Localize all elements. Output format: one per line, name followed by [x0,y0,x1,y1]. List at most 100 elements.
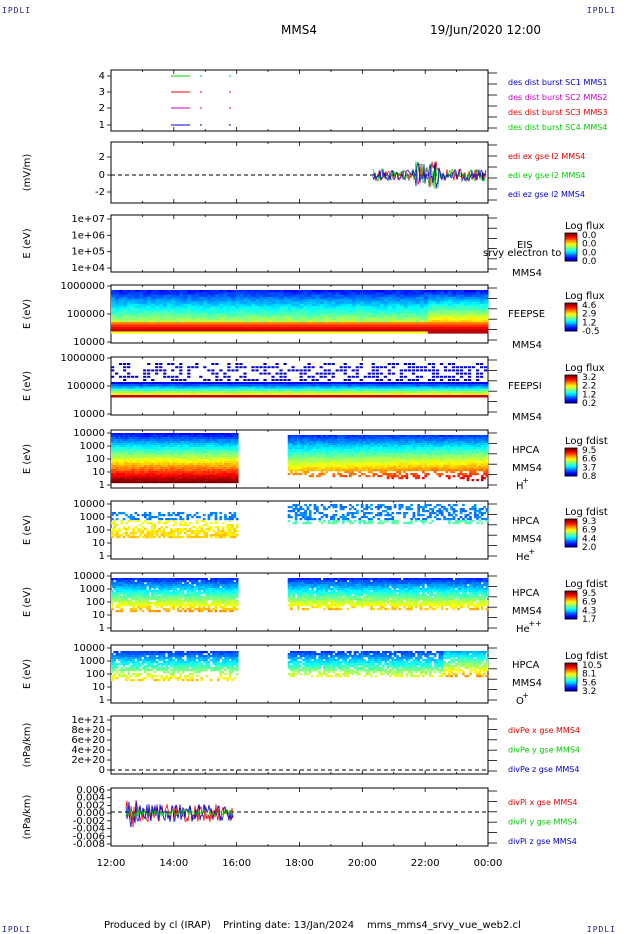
spec-cell [315,306,320,309]
spec-cell [431,294,437,298]
spec-cell [231,443,234,446]
spec-cell [143,329,148,332]
spec-cell [207,322,212,325]
spec-cell [227,390,232,394]
spec-cell [334,463,338,466]
spec-cell [279,294,284,298]
spec-cell [367,393,373,396]
spec-cell [239,382,244,385]
spec-cell [111,459,114,462]
spec-cell [175,313,180,316]
colorbar-seg [565,311,577,314]
spec-cell [162,467,166,470]
spec-cell [200,453,204,456]
spec-cell [287,296,292,300]
spec-cell [181,439,185,442]
spec-cell [320,465,324,468]
spec-cell [346,449,350,452]
spec-cell [120,463,124,466]
spec-cell [139,433,142,436]
spec-cell [195,317,200,321]
spec-cell [255,326,260,330]
spec-cell [217,455,220,458]
spec-cell [359,299,365,302]
spec-cell [419,369,424,372]
spec-cell [247,315,252,318]
spec-cell [295,393,300,396]
spec-cell [171,384,176,387]
spec-cell [153,447,157,450]
spec-cell [153,473,157,476]
spec-cell [215,299,220,302]
spec-cell [337,459,340,462]
spec-cell [301,449,305,452]
spec-cell [155,457,159,460]
spec-cell [463,384,469,387]
spec-cell [347,326,353,330]
spec-cell [155,308,160,311]
spec-cell [343,372,347,375]
spec-cell [127,457,131,460]
spec-cell [303,395,308,398]
spec-cell [483,290,489,293]
spec-cell [443,390,449,394]
spec-cell [160,465,164,468]
spec-cell [313,467,317,470]
spec-cell [221,453,225,456]
spec-cell [355,303,361,307]
spec-cell [129,445,133,448]
spec-cell [224,451,227,454]
spec-cell [363,292,369,295]
spec-cell [279,388,284,391]
spec-cell [419,331,425,334]
spec-cell [351,319,357,323]
spec-cell [207,449,211,452]
spec-cell [215,308,220,311]
spec-cell [141,475,145,478]
spec-cell [165,451,168,454]
spec-cell [483,306,489,309]
spec-cell [423,296,429,300]
spec-cell [311,439,314,442]
spec-cell [143,303,148,307]
spec-cell [271,384,276,387]
spec-cell [306,457,310,460]
spec-cell [191,331,196,334]
spec-cell [146,469,149,472]
spec-cell [153,467,157,470]
spec-cell [224,437,227,440]
spec-cell [344,465,347,468]
spec-cell [323,435,326,438]
spec-cell [123,382,128,385]
spec-cell [195,439,199,442]
spec-cell [127,322,132,325]
spec-cell [323,467,326,470]
spec-cell [351,437,354,440]
spec-cell [307,292,312,295]
spec-cell [147,331,152,334]
spec-cell [455,303,461,307]
spec-cell [139,324,144,328]
spec-cell [415,331,421,334]
spec-cell [275,324,280,328]
spec-cell [439,306,445,309]
spec-cell [153,475,157,478]
spec-cell [186,455,190,458]
spec-cell [139,319,144,323]
spec-cell [443,322,449,325]
spec-cell [331,393,336,396]
spec-cell [339,366,343,369]
spec-cell [147,386,152,389]
spec-cell [247,329,252,332]
spec-cell [188,455,192,458]
spec-cell [186,443,190,446]
spec-cell [203,292,208,295]
spec-cell [134,463,138,466]
spec-cell [119,308,124,311]
spec-cell [263,331,268,334]
spec-cell [415,317,421,321]
spec-cell [209,475,213,478]
spec-cell [205,481,208,484]
spec-cell [239,363,243,365]
spec-cell [415,315,421,318]
